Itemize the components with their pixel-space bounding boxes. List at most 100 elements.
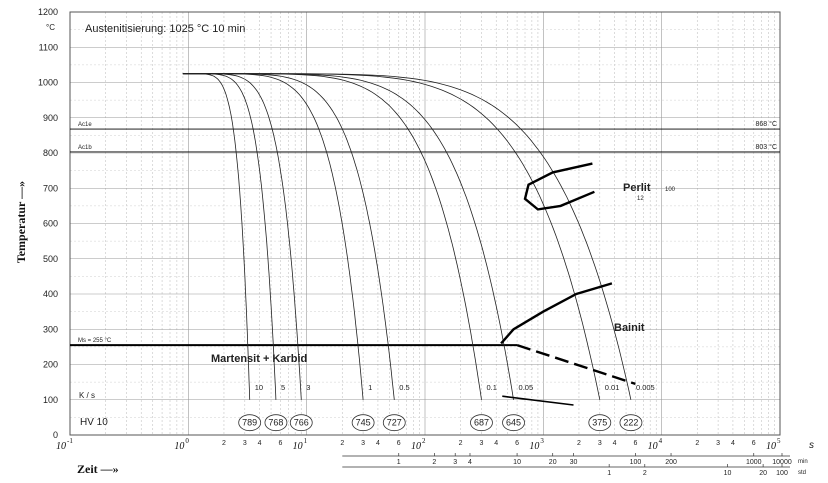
hardness-value: 687 — [474, 418, 489, 428]
secondary-axis-label: 2 — [432, 459, 436, 466]
y-tick-label: 1200 — [38, 7, 58, 17]
martensite-end-line — [516, 343, 636, 386]
y-tick-label: 1000 — [38, 78, 58, 88]
cooling-rate-label: 3 — [306, 383, 310, 392]
cooling-curve — [182, 73, 395, 400]
cooling-curve — [182, 73, 251, 400]
x-minor-tick-label: 4 — [731, 440, 735, 447]
x-minor-tick-label: 2 — [222, 440, 226, 447]
secondary-axis-label: 30 — [570, 459, 578, 466]
hardness-value: 222 — [623, 418, 638, 428]
secondary-axis-label: 2 — [643, 470, 647, 477]
cooling-rate-label: 0.005 — [636, 383, 655, 392]
cooling-rate-label: 10 — [255, 383, 263, 392]
x-tick-exponent: 1 — [304, 437, 308, 445]
secondary-axis-label: 20 — [549, 459, 557, 466]
hardness-value: 375 — [592, 418, 607, 428]
grid — [69, 11, 781, 436]
secondary-axis-label: 200 — [665, 459, 677, 466]
x-minor-tick-label: 3 — [480, 440, 484, 447]
hardness-circle — [502, 414, 525, 432]
x-minor-tick-label: 2 — [695, 440, 699, 447]
secondary-axis-label: 10 — [724, 470, 732, 477]
reference-line-value: 868 °C — [756, 120, 777, 128]
hardness-circle — [238, 414, 262, 432]
region-label-martensit: Martensit + Karbid — [211, 353, 307, 365]
x-minor-tick-label: 6 — [397, 440, 401, 447]
cooling-curve — [182, 73, 302, 400]
hardness-circle — [264, 414, 288, 432]
y-tick-label: 700 — [43, 183, 58, 193]
y-tick-label: 0 — [53, 430, 58, 440]
x-minor-tick-label: 3 — [716, 440, 720, 447]
x-axis-label: Zeit —» — [77, 462, 119, 476]
x-tick-exponent: 5 — [777, 437, 781, 445]
x-minor-tick-label: 6 — [752, 440, 756, 447]
reference-line-label: Ac1e — [78, 122, 92, 128]
x-minor-tick-label: 6 — [278, 440, 282, 447]
x-tick-exponent: 0 — [185, 437, 189, 445]
x-minor-tick-label: 3 — [243, 440, 247, 447]
reference-lines: Ac1e 868 °C Ac1b 803 °C Ms = 255 °C — [70, 120, 780, 347]
perlite-mark-100: 100 — [665, 187, 676, 193]
hardness-circle — [470, 414, 493, 432]
cooling-rate-label: 0.05 — [519, 383, 534, 392]
x-tick-label: 10 — [174, 441, 184, 452]
hardness-circle — [588, 414, 612, 432]
y-tick-label: 400 — [43, 289, 58, 299]
cooling-curve — [182, 73, 514, 400]
y-tick-label: 200 — [43, 360, 58, 370]
x-axis-unit: s — [809, 440, 814, 451]
region-label-perlit: Perlit — [623, 182, 651, 194]
x-tick-label: 10 — [529, 441, 539, 452]
y-tick-label: 800 — [43, 148, 58, 158]
hardness-circle — [382, 414, 406, 432]
x-tick-label: 10 — [648, 441, 658, 452]
x-tick-label: 10 — [411, 441, 421, 452]
cooling-curves: 10 789 5 768 3 766 1 745 0.5 727 0.1 687 0.05 645 0.01… — [182, 73, 655, 432]
hardness-value: 768 — [268, 418, 283, 428]
x-minor-tick-label: 4 — [258, 440, 262, 447]
y-tick-label: 300 — [43, 324, 58, 334]
cooling-curve — [182, 73, 364, 400]
x-minor-tick-label: 2 — [340, 440, 344, 447]
region-label-bainit: Bainit — [614, 322, 645, 334]
secondary-axis-label: 4 — [468, 459, 472, 466]
secondary-axis-label: 20 — [759, 470, 767, 477]
cooling-rate-label: 0.01 — [605, 383, 620, 392]
x-minor-tick-label: 3 — [598, 440, 602, 447]
y-axis-label: Temperatur —» — [14, 181, 28, 263]
hardness-circle — [619, 414, 643, 432]
cooling-rate-label: 5 — [281, 383, 285, 392]
cooling-rate-label: 0.5 — [399, 383, 409, 392]
x-minor-tick-label: 4 — [376, 440, 380, 447]
perlite-boundary — [523, 162, 595, 211]
secondary-axis-label: 10000 — [772, 459, 792, 466]
bainite-boundary — [500, 282, 613, 345]
hardness-value: 745 — [356, 418, 371, 428]
reference-line-value: 803 °C — [756, 143, 777, 151]
hardness-value: 789 — [242, 418, 257, 428]
secondary-axis-label: 100 — [630, 459, 642, 466]
y-tick-label: 500 — [43, 254, 58, 264]
plot-frame — [69, 11, 781, 436]
secondary-axis-unit-min: min — [798, 459, 808, 465]
y-tick-label: 900 — [43, 113, 58, 123]
hardness-value: 766 — [294, 418, 309, 428]
cooling-curve — [182, 73, 601, 400]
hardness-circle — [351, 414, 375, 432]
secondary-axis-label: 10 — [513, 459, 521, 466]
cooling-curve — [182, 73, 632, 400]
x-minor-tick-label: 6 — [515, 440, 519, 447]
axes: 0100200300400500600700800900100011001200… — [38, 7, 792, 477]
hardness-label: HV 10 — [80, 417, 108, 428]
reference-line-label: Ac1b — [78, 145, 92, 151]
hardness-value: 727 — [387, 418, 402, 428]
x-tick-label: 10 — [56, 441, 66, 452]
y-tick-label: 600 — [43, 219, 58, 229]
reference-line-label: Ms = 255 °C — [78, 338, 112, 344]
x-tick-exponent: 2 — [422, 437, 426, 445]
secondary-axis-label: 1 — [607, 470, 611, 477]
x-minor-tick-label: 2 — [577, 440, 581, 447]
secondary-axis-label: 3 — [453, 459, 457, 466]
